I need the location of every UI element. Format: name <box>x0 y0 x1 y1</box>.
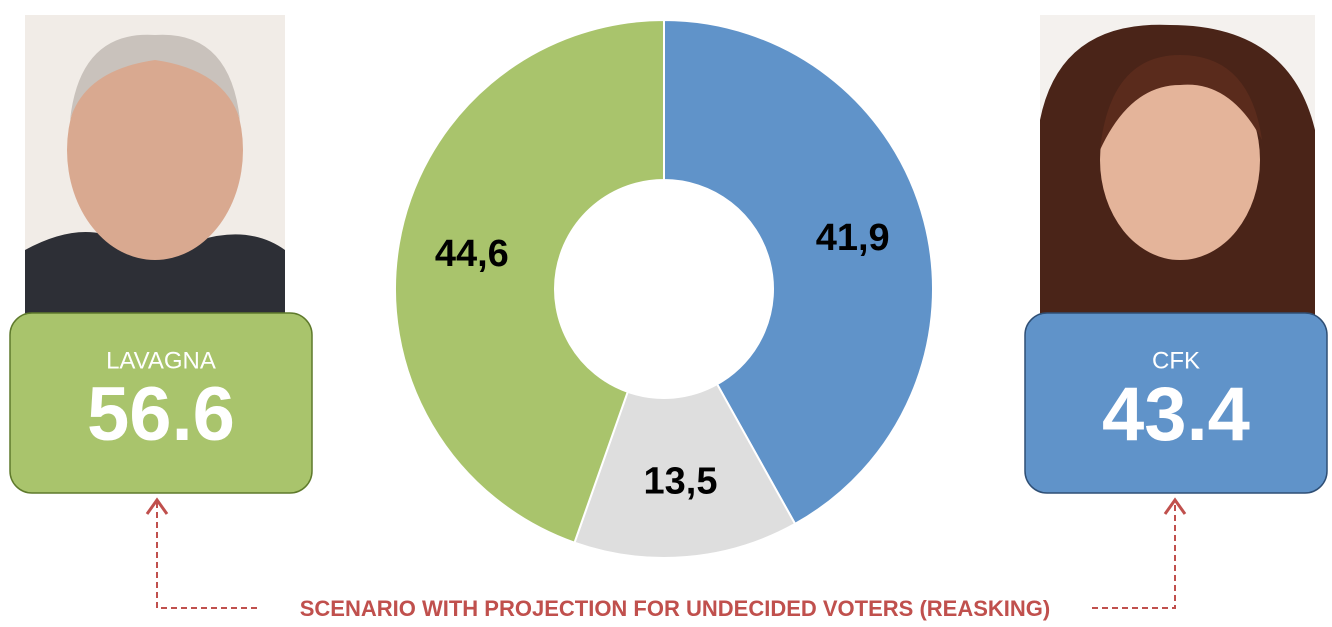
photo-left <box>25 15 285 315</box>
data-label: 44,6 <box>435 233 509 275</box>
arrowheads <box>145 497 1187 515</box>
candidate-value: 56.6 <box>87 372 235 457</box>
candidate-value: 43.4 <box>1102 372 1250 457</box>
connector <box>156 502 1176 609</box>
annotation: SCENARIO WITH PROJECTION FOR UNDECIDED V… <box>300 596 1050 621</box>
photo-right <box>1040 15 1315 315</box>
donut-slice <box>394 18 665 544</box>
data-label: 41,9 <box>816 217 890 259</box>
candidate-box <box>9 312 313 494</box>
donut-slice <box>663 18 934 526</box>
candidate-box <box>1024 312 1328 494</box>
donut-slice <box>573 382 797 559</box>
data-label: 13,5 <box>644 460 718 502</box>
candidate-name: CFK <box>1152 347 1200 374</box>
candidate-name: LAVAGNA <box>106 347 216 374</box>
